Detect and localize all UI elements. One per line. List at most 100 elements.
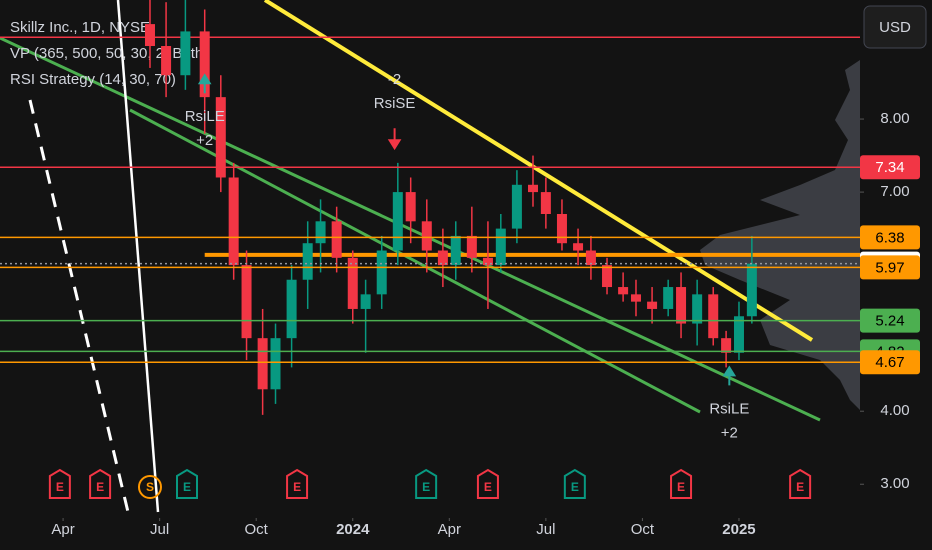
level-label: 7.34: [875, 159, 904, 176]
event-label: E: [422, 480, 430, 494]
candle-body: [392, 192, 403, 251]
x-tick-label: 2025: [722, 521, 755, 538]
event-label: E: [571, 480, 579, 494]
candle-body: [302, 243, 313, 280]
event-badge: [563, 468, 586, 499]
event-badge: [670, 468, 693, 499]
event-badge: [137, 475, 162, 499]
level-badge: [860, 155, 920, 180]
level-badge: [860, 308, 920, 333]
candle-body: [721, 338, 732, 353]
candle-body: [746, 263, 757, 317]
candle-body: [692, 294, 703, 324]
candle-body: [466, 235, 477, 258]
candle-body: [676, 287, 687, 324]
level-label: 6.38: [875, 229, 904, 246]
signal-arrow: [197, 73, 212, 94]
signal-label: -2: [388, 71, 401, 88]
signal-label: RsiLE: [709, 400, 749, 417]
currency-box[interactable]: [863, 5, 927, 49]
candle-body: [495, 228, 506, 266]
candle-body: [180, 31, 191, 76]
currency-label[interactable]: USD: [879, 19, 911, 36]
x-tick-label: Jul: [536, 521, 555, 538]
level-label: 4.67: [875, 354, 904, 371]
event-marker[interactable]: E: [89, 468, 112, 499]
event-marker[interactable]: S: [137, 475, 162, 499]
candle-body: [270, 338, 281, 390]
event-badge: [286, 468, 309, 499]
candle-body: [421, 221, 432, 251]
x-tick-label: Apr: [438, 521, 461, 538]
y-tick-label: 7.00: [880, 183, 909, 200]
y-tick-label: 4.00: [880, 402, 909, 419]
candle-body: [286, 279, 297, 339]
event-badge: [789, 468, 812, 499]
currency-button[interactable]: USD: [863, 5, 927, 49]
candles: [144, 0, 757, 415]
candle-body: [450, 235, 461, 266]
candle-body: [199, 31, 210, 98]
candle-body: [602, 265, 613, 288]
level-badge: [860, 225, 920, 250]
candle-body: [144, 24, 155, 47]
volume-profile: [700, 60, 860, 410]
candle-body: [241, 265, 252, 339]
candle-body: [405, 192, 416, 222]
candle-body: [630, 294, 641, 302]
event-badge: [175, 468, 198, 499]
candle-body: [215, 97, 226, 178]
event-marker[interactable]: E: [563, 468, 586, 499]
event-marker[interactable]: E: [175, 468, 198, 499]
x-tick-label: Oct: [245, 521, 269, 538]
event-label: E: [484, 480, 492, 494]
candle-body: [331, 221, 342, 258]
candle-body: [376, 250, 387, 295]
candle-body: [585, 250, 596, 266]
event-badge: [476, 468, 499, 499]
event-label: E: [56, 480, 64, 494]
signal-arrow: [722, 365, 737, 386]
candle-body: [540, 192, 551, 215]
candle-body: [527, 184, 538, 193]
event-marker[interactable]: E: [415, 468, 438, 499]
candle-body: [663, 287, 674, 309]
event-marker[interactable]: E: [789, 468, 812, 499]
y-tick-label: 3.00: [880, 475, 909, 492]
y-tick-label: 8.00: [880, 110, 909, 127]
x-tick-label: Jul: [150, 521, 169, 538]
level-badge: [860, 350, 920, 375]
event-marker[interactable]: E: [48, 468, 71, 499]
candle-body: [482, 257, 493, 266]
indicator-label: VP (365, 500, 50, 30, 2, Both): [10, 45, 208, 62]
event-marker[interactable]: E: [286, 468, 309, 499]
event-marker[interactable]: E: [670, 468, 693, 499]
candle-body: [257, 338, 268, 390]
candle-body: [228, 177, 239, 266]
x-tick-label: Apr: [51, 521, 74, 538]
x-tick-label: Oct: [631, 521, 655, 538]
candle-body: [437, 250, 448, 266]
x-tick-label: 2024: [336, 521, 370, 538]
candle-body: [161, 46, 172, 76]
event-badge: [48, 468, 71, 499]
candle-body: [647, 301, 658, 309]
event-marker[interactable]: E: [476, 468, 499, 499]
event-label: E: [183, 480, 191, 494]
candle-body: [618, 287, 629, 295]
candle-body: [315, 221, 326, 244]
candle-body: [733, 316, 744, 353]
event-label: E: [796, 480, 804, 494]
event-badge: [415, 468, 438, 499]
candle-body: [556, 214, 567, 244]
candle-body: [708, 294, 719, 339]
level-badge: [860, 255, 920, 280]
candle-body: [573, 243, 584, 251]
indicator-label: RSI Strategy (14, 30, 70): [10, 71, 176, 88]
signal-label: RsiSE: [374, 95, 416, 112]
signal-label: RsiLE: [185, 108, 225, 125]
candle-body: [360, 294, 371, 309]
event-label: S: [146, 480, 154, 494]
signal-label: +2: [721, 424, 738, 441]
